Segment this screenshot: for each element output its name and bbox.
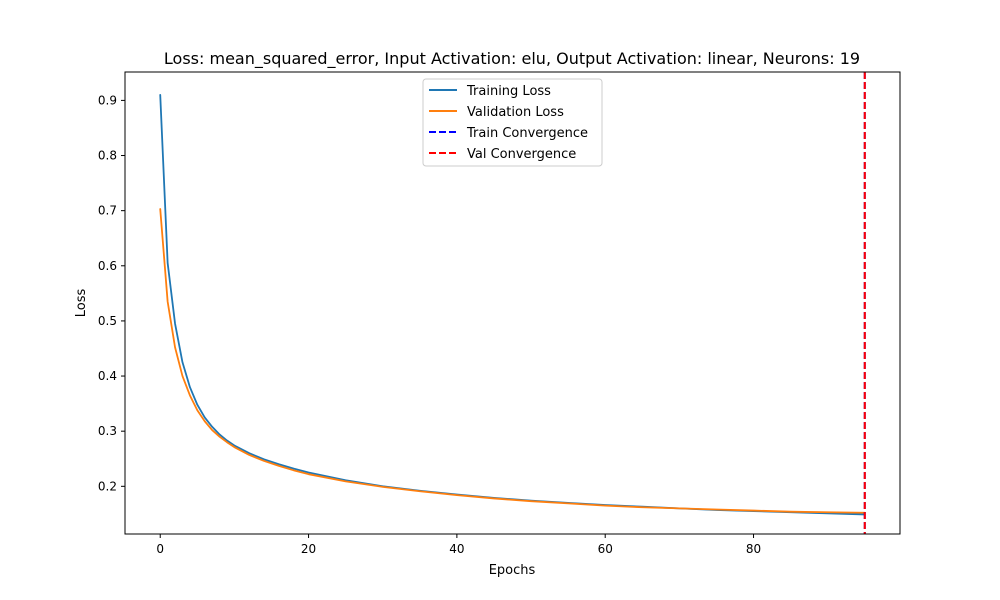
legend-label: Validation Loss bbox=[467, 105, 564, 120]
y-tick-label: 0.3 bbox=[98, 424, 117, 438]
y-tick-label: 0.8 bbox=[98, 149, 117, 163]
legend-entries: Training Loss Validation Loss Train Conver… bbox=[429, 84, 588, 162]
y-tick-label: 0.7 bbox=[98, 204, 117, 218]
y-axis-label: Loss bbox=[74, 289, 89, 318]
y-tick-label: 0.6 bbox=[98, 259, 117, 273]
plot-frame bbox=[124, 71, 901, 535]
legend-box bbox=[422, 78, 603, 167]
plot-area bbox=[124, 71, 901, 535]
x-tick-label: 60 bbox=[598, 542, 613, 556]
legend-label: Val Convergence bbox=[467, 147, 576, 162]
x-tick-label: 0 bbox=[156, 542, 164, 556]
x-tick-label: 20 bbox=[301, 542, 316, 556]
y-axis-ticks: 0.2 0.3 0.4 0.5 0.6 0.7 0.8 0.9 bbox=[98, 93, 125, 493]
x-tick-label: 40 bbox=[449, 542, 464, 556]
x-axis-ticks: 0 20 40 60 80 bbox=[156, 534, 761, 556]
y-tick-label: 0.4 bbox=[98, 369, 117, 383]
legend-label: Training Loss bbox=[466, 84, 551, 99]
legend-label: Train Convergence bbox=[466, 126, 588, 141]
series-layer bbox=[159, 93, 866, 516]
y-tick-label: 0.9 bbox=[98, 93, 117, 107]
x-axis-label: Epochs bbox=[489, 563, 536, 578]
chart-title: Loss: mean_squared_error, Input Activati… bbox=[164, 49, 860, 69]
y-tick-label: 0.2 bbox=[98, 479, 117, 493]
y-tick-label: 0.5 bbox=[98, 314, 117, 328]
series-line-validation-loss bbox=[159, 208, 866, 514]
x-tick-label: 80 bbox=[746, 542, 761, 556]
legend: Training Loss Validation Loss Train Conver… bbox=[422, 78, 603, 167]
